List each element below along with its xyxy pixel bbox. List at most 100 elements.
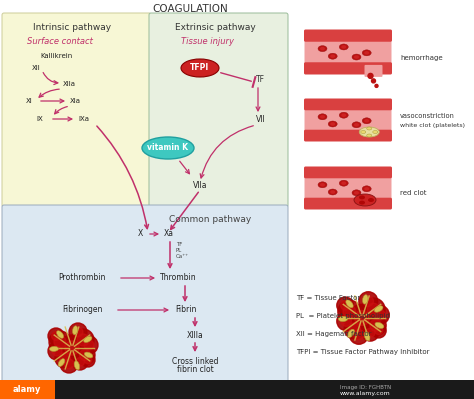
Ellipse shape xyxy=(339,112,348,118)
Text: white clot (platelets): white clot (platelets) xyxy=(400,122,465,128)
Ellipse shape xyxy=(359,201,365,205)
Ellipse shape xyxy=(362,118,371,124)
Ellipse shape xyxy=(318,182,327,188)
Ellipse shape xyxy=(330,190,335,194)
Circle shape xyxy=(338,300,361,323)
Ellipse shape xyxy=(341,45,346,49)
Text: hemorrhage: hemorrhage xyxy=(400,55,443,61)
Text: TFPI: TFPI xyxy=(191,63,210,73)
Circle shape xyxy=(48,328,64,344)
FancyBboxPatch shape xyxy=(149,13,288,207)
Text: vasoconstriction: vasoconstriction xyxy=(400,113,455,119)
Text: COAGULATION: COAGULATION xyxy=(152,4,228,14)
Text: Cross linked: Cross linked xyxy=(172,358,218,367)
Circle shape xyxy=(72,354,88,370)
FancyBboxPatch shape xyxy=(2,205,288,389)
Circle shape xyxy=(80,336,98,354)
Bar xyxy=(0,380,55,399)
Text: Xa: Xa xyxy=(164,229,174,239)
Ellipse shape xyxy=(363,295,368,304)
FancyBboxPatch shape xyxy=(2,13,151,207)
Text: PL  = Platelet phospholipid: PL = Platelet phospholipid xyxy=(296,313,390,319)
Circle shape xyxy=(52,346,62,356)
FancyBboxPatch shape xyxy=(365,65,383,77)
Ellipse shape xyxy=(49,346,58,352)
Text: XII = Hageman factor: XII = Hageman factor xyxy=(296,331,372,337)
Ellipse shape xyxy=(367,127,372,130)
Text: Fibrin: Fibrin xyxy=(175,306,196,314)
Bar xyxy=(0,380,474,399)
Ellipse shape xyxy=(364,187,369,191)
Text: alamy: alamy xyxy=(13,385,41,395)
Circle shape xyxy=(337,297,354,314)
Ellipse shape xyxy=(352,190,361,196)
Text: Thrombin: Thrombin xyxy=(160,273,197,282)
Circle shape xyxy=(355,310,370,326)
Ellipse shape xyxy=(359,127,379,137)
Circle shape xyxy=(374,310,385,320)
Ellipse shape xyxy=(318,45,327,51)
Ellipse shape xyxy=(181,59,219,77)
Ellipse shape xyxy=(354,123,359,126)
Circle shape xyxy=(48,342,66,360)
Ellipse shape xyxy=(367,134,372,137)
Text: IX: IX xyxy=(36,116,43,122)
Text: PL: PL xyxy=(176,249,182,253)
Circle shape xyxy=(341,301,350,310)
Circle shape xyxy=(54,336,66,348)
Ellipse shape xyxy=(338,316,348,322)
FancyBboxPatch shape xyxy=(304,130,392,142)
Circle shape xyxy=(375,85,378,87)
Text: Intrinsic pathway: Intrinsic pathway xyxy=(33,22,111,32)
Circle shape xyxy=(372,323,386,338)
Circle shape xyxy=(368,73,373,78)
Circle shape xyxy=(72,329,94,351)
Ellipse shape xyxy=(56,331,64,338)
Circle shape xyxy=(366,328,375,337)
Circle shape xyxy=(60,355,78,373)
Circle shape xyxy=(84,356,92,364)
Circle shape xyxy=(365,315,386,336)
Ellipse shape xyxy=(354,191,359,195)
Ellipse shape xyxy=(328,189,337,195)
Circle shape xyxy=(69,323,87,341)
Circle shape xyxy=(370,320,382,331)
Circle shape xyxy=(73,327,83,337)
Circle shape xyxy=(81,353,95,367)
FancyBboxPatch shape xyxy=(304,198,392,209)
Ellipse shape xyxy=(362,186,371,192)
Ellipse shape xyxy=(341,113,346,117)
Circle shape xyxy=(370,305,389,324)
Text: TF: TF xyxy=(176,243,182,247)
Circle shape xyxy=(341,316,351,326)
Ellipse shape xyxy=(320,183,325,187)
Circle shape xyxy=(359,292,378,311)
FancyBboxPatch shape xyxy=(304,99,392,110)
Ellipse shape xyxy=(354,55,359,59)
Circle shape xyxy=(375,326,383,335)
Text: Ca⁺⁺: Ca⁺⁺ xyxy=(176,255,189,259)
Ellipse shape xyxy=(362,50,371,56)
Circle shape xyxy=(64,359,74,369)
Ellipse shape xyxy=(84,336,92,342)
Text: Fibrinogen: Fibrinogen xyxy=(62,306,102,314)
Text: XIIa: XIIa xyxy=(63,81,76,87)
FancyBboxPatch shape xyxy=(304,107,392,133)
Circle shape xyxy=(77,334,89,346)
Circle shape xyxy=(344,318,365,339)
FancyBboxPatch shape xyxy=(304,30,392,42)
FancyBboxPatch shape xyxy=(304,175,392,201)
Ellipse shape xyxy=(347,329,355,338)
Text: Surface contact: Surface contact xyxy=(27,38,93,47)
Ellipse shape xyxy=(354,194,376,206)
Circle shape xyxy=(363,296,374,306)
Text: red clot: red clot xyxy=(400,190,427,196)
Ellipse shape xyxy=(364,119,369,122)
Ellipse shape xyxy=(74,361,80,370)
Circle shape xyxy=(354,330,364,340)
Text: vitamin K: vitamin K xyxy=(147,144,189,152)
Text: XII: XII xyxy=(32,65,41,71)
Ellipse shape xyxy=(368,198,374,202)
Circle shape xyxy=(84,340,94,350)
Ellipse shape xyxy=(73,326,78,335)
